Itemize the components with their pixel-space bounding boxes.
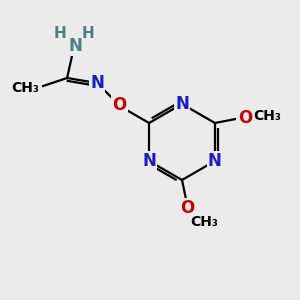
Text: CH₃: CH₃ — [253, 109, 281, 123]
Text: N: N — [142, 152, 156, 170]
Text: O: O — [180, 199, 194, 217]
Text: CH₃: CH₃ — [11, 81, 39, 95]
Text: CH₃: CH₃ — [190, 215, 218, 229]
Text: N: N — [68, 37, 82, 55]
Text: N: N — [175, 95, 189, 113]
Text: O: O — [112, 96, 126, 114]
Text: O: O — [238, 109, 252, 127]
Text: H: H — [82, 26, 94, 40]
Text: H: H — [54, 26, 67, 40]
Text: N: N — [208, 152, 222, 170]
Text: N: N — [90, 74, 104, 92]
